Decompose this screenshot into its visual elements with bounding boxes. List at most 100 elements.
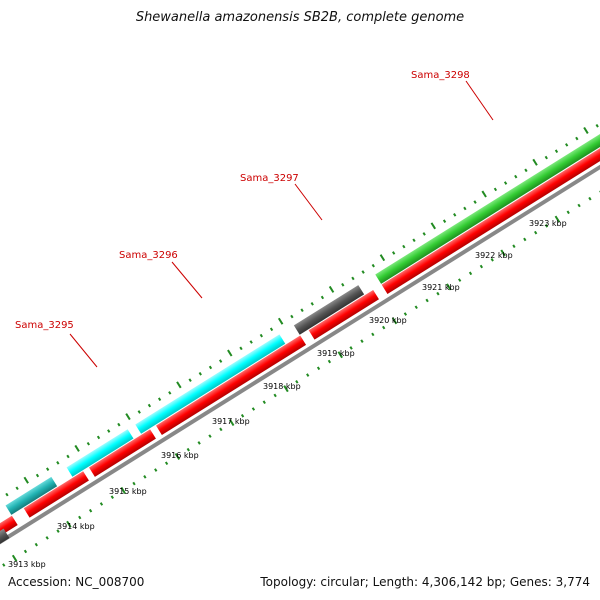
outer-minor-tick: [239, 346, 243, 351]
scale-tick-label: 3922 kbp: [475, 251, 513, 260]
outer-major-tick: [176, 381, 182, 389]
outer-minor-tick: [198, 371, 202, 376]
outer-minor-tick: [473, 200, 477, 204]
scale-minor-tick: [295, 380, 299, 384]
scale-tick-label: 3915 kbp: [109, 487, 147, 496]
scale-tick-label: 3918 kbp: [263, 382, 301, 391]
outer-minor-tick: [463, 206, 467, 211]
cds-feature[interactable]: [308, 289, 379, 340]
outer-major-tick: [481, 190, 487, 198]
gene-label-sama-3297[interactable]: Sama_3297: [240, 173, 299, 184]
scale-minor-tick: [164, 461, 169, 466]
accession-text: Accession: NC_008700: [8, 575, 145, 589]
outer-minor-tick: [269, 327, 274, 332]
outer-minor-tick: [514, 174, 518, 179]
scale-minor-tick: [273, 393, 277, 398]
outer-minor-tick: [300, 308, 304, 313]
scale-minor-tick: [88, 508, 93, 513]
outer-major-tick: [74, 444, 80, 452]
gene-feature-sama-3295[interactable]: [66, 429, 134, 477]
gene-label-leader: [171, 261, 203, 299]
scale-minor-tick: [382, 325, 386, 330]
outer-major-tick: [277, 317, 284, 325]
cds-feature[interactable]: [0, 515, 18, 549]
scale-tick-ring: [2, 190, 600, 567]
scale-minor-tick: [425, 298, 429, 303]
gene-feature-sama-3297[interactable]: [293, 285, 365, 335]
gene-label-leader: [465, 80, 494, 121]
outer-major-tick: [328, 285, 335, 293]
outer-minor-tick: [188, 378, 192, 382]
scale-minor-tick: [468, 271, 473, 276]
outer-minor-tick: [392, 251, 396, 255]
scale-minor-tick: [577, 203, 581, 208]
scale-minor-tick: [544, 224, 549, 228]
gene-feature-sama-3298[interactable]: [375, 115, 600, 284]
gene-feature-sama-3296[interactable]: [135, 334, 286, 434]
outer-minor-tick: [96, 435, 101, 440]
outer-minor-tick: [290, 314, 294, 319]
backbone-line: [0, 137, 600, 565]
outer-minor-tick: [341, 282, 345, 287]
outer-minor-tick: [56, 461, 60, 465]
outer-minor-tick: [219, 359, 223, 363]
cds-feature[interactable]: [23, 471, 89, 518]
outer-minor-tick: [249, 340, 253, 344]
scale-major-tick: [66, 520, 72, 528]
outer-minor-tick: [524, 168, 528, 173]
outer-major-tick: [379, 254, 386, 262]
scale-minor-tick: [34, 542, 38, 547]
outer-minor-tick: [402, 244, 406, 249]
scale-minor-tick: [490, 257, 494, 262]
gene-label-sama-3295[interactable]: Sama_3295: [15, 320, 74, 331]
scale-minor-tick: [512, 244, 516, 249]
genome-track: [0, 115, 600, 567]
scale-minor-tick: [588, 196, 592, 201]
scale-minor-tick: [132, 481, 136, 486]
scale-major-tick: [11, 554, 18, 562]
outer-minor-tick: [86, 441, 91, 446]
scale-major-tick: [283, 385, 289, 393]
scale-labels: 3913 kbp 3914 kbp 3915 kbp 3916 kbp 3917 kbp…: [8, 219, 567, 569]
scale-major-tick: [120, 486, 126, 494]
outer-minor-tick: [503, 181, 508, 185]
outer-minor-tick: [5, 492, 9, 497]
scale-minor-tick: [414, 305, 418, 310]
scale-minor-tick: [154, 468, 158, 472]
scale-major-tick: [391, 317, 398, 325]
outer-minor-tick: [442, 219, 447, 223]
gene-label-sama-3296[interactable]: Sama_3296: [119, 250, 178, 261]
outer-minor-tick: [66, 454, 70, 459]
outer-minor-tick: [137, 410, 141, 414]
outer-minor-tick: [15, 486, 19, 491]
gene-feature-edge[interactable]: [0, 528, 10, 546]
scale-minor-tick: [534, 230, 538, 235]
outer-minor-tick: [422, 232, 426, 236]
gene-label-sama-3298[interactable]: Sama_3298: [411, 70, 470, 81]
outer-minor-tick: [259, 333, 264, 338]
scale-major-tick: [446, 283, 452, 291]
outer-minor-tick: [208, 365, 213, 370]
gene-label-group: Sama_3295 Sama_3296 Sama_3297 Sama_3298: [15, 70, 494, 368]
outer-major-tick: [227, 349, 233, 357]
cds-feature[interactable]: [156, 335, 307, 435]
gene-row-upper: [5, 115, 600, 515]
scale-minor-tick: [110, 495, 114, 499]
scale-minor-tick: [56, 529, 60, 533]
gene-feature-teal[interactable]: [5, 476, 58, 515]
scale-minor-tick: [23, 549, 28, 554]
gene-label-leader: [294, 183, 323, 221]
scale-minor-tick: [219, 427, 223, 432]
scale-major-tick: [554, 215, 561, 223]
outer-minor-tick: [575, 136, 579, 141]
scale-tick-label: 3913 kbp: [8, 560, 46, 569]
scale-tick-label: 3916 kbp: [161, 451, 199, 460]
outer-minor-tick: [46, 467, 50, 471]
cds-feature[interactable]: [381, 125, 600, 294]
cds-feature[interactable]: [89, 429, 156, 477]
scale-minor-tick: [45, 536, 49, 540]
cds-row-lower: [0, 125, 600, 549]
scale-minor-tick: [458, 278, 462, 282]
scale-tick-label: 3917 kbp: [212, 417, 250, 426]
